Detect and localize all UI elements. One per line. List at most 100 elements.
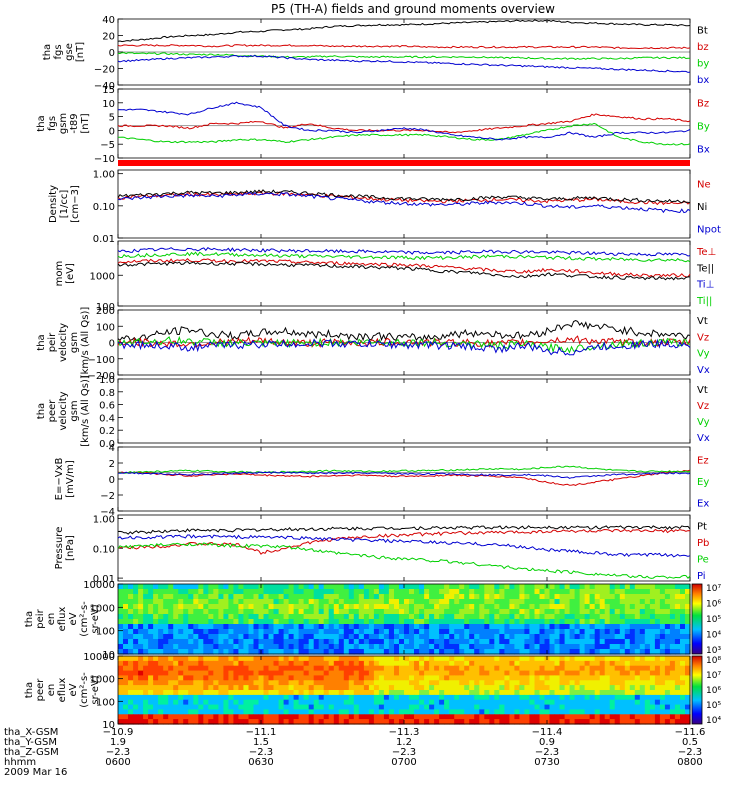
x-row-label: tha_Z-GSM xyxy=(4,747,59,758)
panel-peer-velocity: 1.0 0.8 0.60.4 0.2 0.0 tha peer velocity gsm [km/… xyxy=(36,375,710,450)
spectrogram-peir-spectrogram xyxy=(118,584,691,655)
figure-title: P5 (TH-A) fields and ground moments over… xyxy=(271,2,555,16)
y-tick-label: 1000 xyxy=(90,675,115,686)
series-line-Pt xyxy=(117,525,691,535)
y-tick-label: 0.4 xyxy=(99,413,115,424)
y-tick-label: 15 xyxy=(102,85,115,96)
legend-label: Vy xyxy=(697,417,710,428)
colorbar-label: 10⁴ xyxy=(706,716,721,726)
panel-pressure: 1.00 0.10 0.01 Pressure [nPa] Pt Pb Pe Pi xyxy=(54,514,709,585)
series-line-Ti|| xyxy=(117,251,691,263)
y-tick-label: −5 xyxy=(100,140,115,151)
y-tick-label: 1.00 xyxy=(93,170,115,181)
panel-peir-spectrogram: 10⁷ 10⁶ 10⁵ 10⁴ 10³ 10000 1000 100 10 tha peir en ef… xyxy=(24,580,721,661)
legend-label: Ey xyxy=(697,477,709,488)
legend-label: Vt xyxy=(697,316,708,327)
y-axis-label: peir xyxy=(35,608,46,628)
y-axis-label: [cm−3] xyxy=(70,185,81,223)
y-tick-label: 4 xyxy=(109,443,115,454)
x-tick-label: 1.9 xyxy=(110,737,126,748)
panel-peer-spectrogram: 10⁸ 10⁷ 10⁶ 10⁵ 10⁴ 10000 1000 100 10 tha peer en ef… xyxy=(24,652,721,731)
y-tick-label: 0.0 xyxy=(99,439,115,450)
series-line-Ez xyxy=(117,469,691,486)
y-axis-label: [nT] xyxy=(80,113,91,133)
legend-label: Vy xyxy=(697,349,710,360)
x-tick-label: −11.6 xyxy=(675,727,706,738)
legend-label: Ti|| xyxy=(696,296,712,307)
x-tick-label: 0.9 xyxy=(539,737,555,748)
y-tick-label: 0 xyxy=(109,339,115,350)
panel-frame xyxy=(117,514,691,582)
colorbar-label: 10⁸ xyxy=(706,656,721,666)
y-tick-label: −100 xyxy=(88,355,115,366)
x-axis: −10.91.9−2.30600−11.11.5−2.30630−11.31.2… xyxy=(4,19,705,778)
y-axis-label: [mV/m] xyxy=(65,460,76,498)
y-axis-label: [eV] xyxy=(65,263,76,284)
x-tick-label: −11.4 xyxy=(532,727,563,738)
y-tick-label: 0.10 xyxy=(93,202,115,213)
legend-label: Npot xyxy=(697,225,721,236)
colorbar-peir-spectrogram: 10⁷ 10⁶ 10⁵ 10⁴ 10³ xyxy=(691,583,721,656)
y-axis-label: (cm²-s- xyxy=(79,672,90,708)
panel-frame xyxy=(117,88,691,159)
series-line-Npot xyxy=(117,192,691,214)
y-tick-label: 40 xyxy=(102,15,115,26)
x-tick-label: 0600 xyxy=(105,757,130,768)
y-tick-label: 0.01 xyxy=(93,234,115,245)
y-axis-label: en xyxy=(46,613,57,626)
y-tick-label: 20 xyxy=(102,32,115,43)
legend-label: Pe xyxy=(697,554,709,565)
y-tick-label: 1.0 xyxy=(99,375,115,386)
x-tick-label: 0630 xyxy=(248,757,273,768)
colorbar-peer-spectrogram: 10⁸ 10⁷ 10⁶ 10⁵ 10⁴ xyxy=(691,655,721,726)
y-tick-label: 1.00 xyxy=(93,514,115,525)
series-line-bz xyxy=(117,44,691,50)
legend-label: Ne xyxy=(697,179,711,190)
x-row-label: tha_X-GSM xyxy=(4,727,58,738)
y-axis-label: [1/cc] xyxy=(59,190,70,219)
legend-label: By xyxy=(697,122,710,133)
y-axis-label: fgs xyxy=(47,116,58,131)
y-tick-label: 0.10 xyxy=(93,544,115,555)
y-axis-label: sr-eV) xyxy=(90,675,101,704)
y-tick-label: 100 xyxy=(96,302,115,313)
x-row-label: tha_Y-GSM xyxy=(4,737,57,748)
y-tick-label: 0.01 xyxy=(93,574,115,585)
y-axis-label: tha xyxy=(24,611,35,627)
series-line-bx xyxy=(117,54,691,73)
colorbar-label: 10⁶ xyxy=(706,686,721,696)
series-line-Pe xyxy=(117,542,691,579)
y-tick-label: 10000 xyxy=(83,652,115,663)
y-axis-label: velocity xyxy=(58,323,69,362)
panel-frame xyxy=(117,378,691,444)
y-axis-label: tha xyxy=(36,334,47,350)
y-axis-label: (cm²-s- xyxy=(79,601,90,637)
x-tick-label: −11.3 xyxy=(389,727,420,738)
y-tick-label: 1000 xyxy=(90,271,115,282)
y-axis-label: peer xyxy=(35,678,46,702)
x-tick-label: −2.3 xyxy=(535,747,559,758)
legend-label: Ti⊥ xyxy=(696,280,714,291)
y-tick-label: 200 xyxy=(96,306,115,317)
y-tick-label: 10000 xyxy=(83,580,115,591)
y-tick-label: 0.8 xyxy=(99,388,115,399)
legend-label: Vz xyxy=(697,401,709,412)
legend-label: Te⊥ xyxy=(696,247,716,258)
legend-label: Pi xyxy=(697,571,706,582)
y-axis-label: gsm xyxy=(69,400,80,421)
y-axis-label: fgs xyxy=(53,44,64,59)
y-axis-label: tha xyxy=(42,44,53,60)
status-bar xyxy=(118,160,690,166)
colorbar-label: 10⁵ xyxy=(706,701,721,711)
y-axis-label: eflux xyxy=(57,607,68,632)
legend-label: Vz xyxy=(697,332,709,343)
legend-label: Bt xyxy=(697,25,708,36)
colorbar-label: 10⁵ xyxy=(706,615,721,625)
legend-label: Pb xyxy=(697,538,709,549)
panel-temperature: 1000 100 mom [eV] Te⊥ Te|| Ti⊥ Ti|| xyxy=(54,240,716,313)
series-line-Ti⊥ xyxy=(117,247,691,257)
x-tick-label: −2.3 xyxy=(678,747,702,758)
legend-label: by xyxy=(697,58,709,69)
y-axis-label: E=−VxB xyxy=(54,458,65,501)
